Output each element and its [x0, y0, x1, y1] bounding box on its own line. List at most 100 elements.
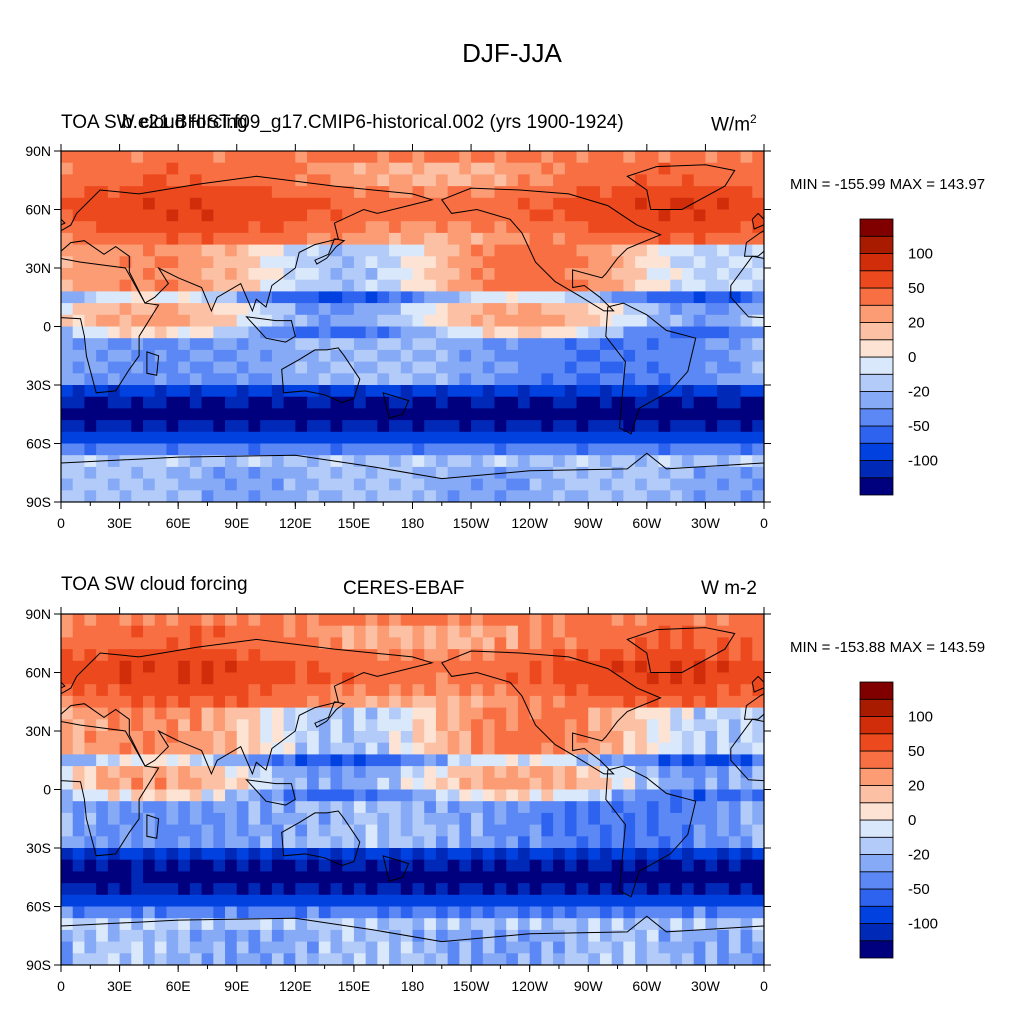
field-cell [295, 431, 308, 445]
field-cell [482, 197, 496, 211]
field-cell [295, 836, 308, 849]
field-cell [529, 221, 542, 234]
coastline [985, 811, 1024, 866]
field-cell [131, 731, 144, 744]
field-cell [564, 338, 578, 351]
field-cell [611, 490, 624, 502]
field-cell [61, 291, 74, 304]
field-cell [166, 848, 179, 861]
field-cell [506, 660, 519, 674]
field-cell [96, 871, 109, 884]
field-cell [225, 396, 238, 409]
field-cell [330, 660, 343, 674]
field-cell [588, 637, 601, 650]
field-cell [564, 197, 578, 211]
field-cell [213, 649, 226, 662]
field-cell [225, 455, 238, 468]
field-cell [494, 303, 507, 316]
field-cell [61, 232, 74, 246]
field-cell [424, 812, 437, 826]
field-cell [377, 268, 390, 281]
x-tick-label: 60E [166, 978, 191, 994]
field-cell [412, 707, 425, 720]
field-cell [178, 766, 191, 779]
field-cell [517, 373, 531, 386]
field-cell [131, 466, 144, 480]
field-cell [717, 162, 730, 175]
field-cell [225, 684, 238, 697]
field-cell [459, 279, 472, 292]
field-cell [119, 801, 132, 814]
field-cell [318, 349, 332, 363]
field-cell [295, 883, 308, 896]
field-cell [740, 731, 753, 744]
field-cell [681, 279, 695, 292]
field-cell [189, 268, 203, 281]
field-cell [693, 385, 707, 398]
field-cell [248, 812, 261, 826]
x-tick-label: 60W [632, 978, 662, 994]
field-cell [342, 408, 355, 421]
field-cell [143, 396, 156, 409]
field-cell [588, 719, 601, 732]
field-cell [588, 848, 601, 861]
field-cell [517, 941, 531, 954]
field-cell [482, 906, 496, 919]
field-cell [611, 637, 624, 650]
field-cell [705, 883, 718, 896]
field-cell [435, 953, 449, 965]
field-cell [271, 162, 285, 175]
field-cell [342, 279, 355, 292]
field-cell [670, 836, 683, 849]
field-cell [752, 649, 764, 662]
field-cell [517, 812, 531, 826]
field-cell [435, 848, 449, 861]
field-cell [670, 883, 683, 896]
field-cell [307, 672, 320, 685]
field-cell [529, 478, 542, 491]
field-cell [400, 256, 414, 269]
field-cell [248, 349, 261, 363]
field-cell [728, 824, 742, 837]
field-cell [471, 742, 484, 755]
field-cell [588, 754, 601, 767]
field-cell [482, 326, 496, 339]
field-cell [248, 836, 261, 849]
field-cell [681, 637, 695, 650]
field-cell [658, 232, 671, 246]
field-cell [236, 614, 250, 627]
field-cell [506, 232, 519, 246]
field-cell [119, 859, 132, 872]
field-cell [635, 848, 648, 861]
field-cell [295, 777, 308, 791]
field-cell [213, 209, 226, 222]
field-cell [459, 883, 472, 896]
field-cell [623, 953, 636, 965]
field-cell [201, 625, 214, 638]
field-cell [752, 719, 764, 732]
field-cell [412, 455, 425, 468]
field-cell [611, 953, 624, 965]
field-cell [119, 918, 132, 931]
field-cell [61, 349, 74, 363]
field-cell [201, 871, 214, 884]
field-cell [728, 443, 742, 456]
field-cell [283, 209, 296, 222]
field-cell [353, 660, 367, 674]
field-cell [342, 314, 355, 328]
field-cell [295, 871, 308, 884]
field-cell [96, 894, 109, 908]
field-cell [447, 742, 460, 755]
field-cell [705, 291, 718, 304]
field-cell [295, 719, 308, 732]
field-cell [154, 871, 168, 884]
field-cell [72, 314, 86, 328]
field-cell [412, 396, 425, 409]
field-cell [236, 244, 250, 257]
field-cell [389, 478, 402, 491]
field-cell [72, 197, 86, 211]
field-cell [365, 268, 378, 281]
field-cell [318, 174, 332, 187]
field-cell [412, 660, 425, 674]
